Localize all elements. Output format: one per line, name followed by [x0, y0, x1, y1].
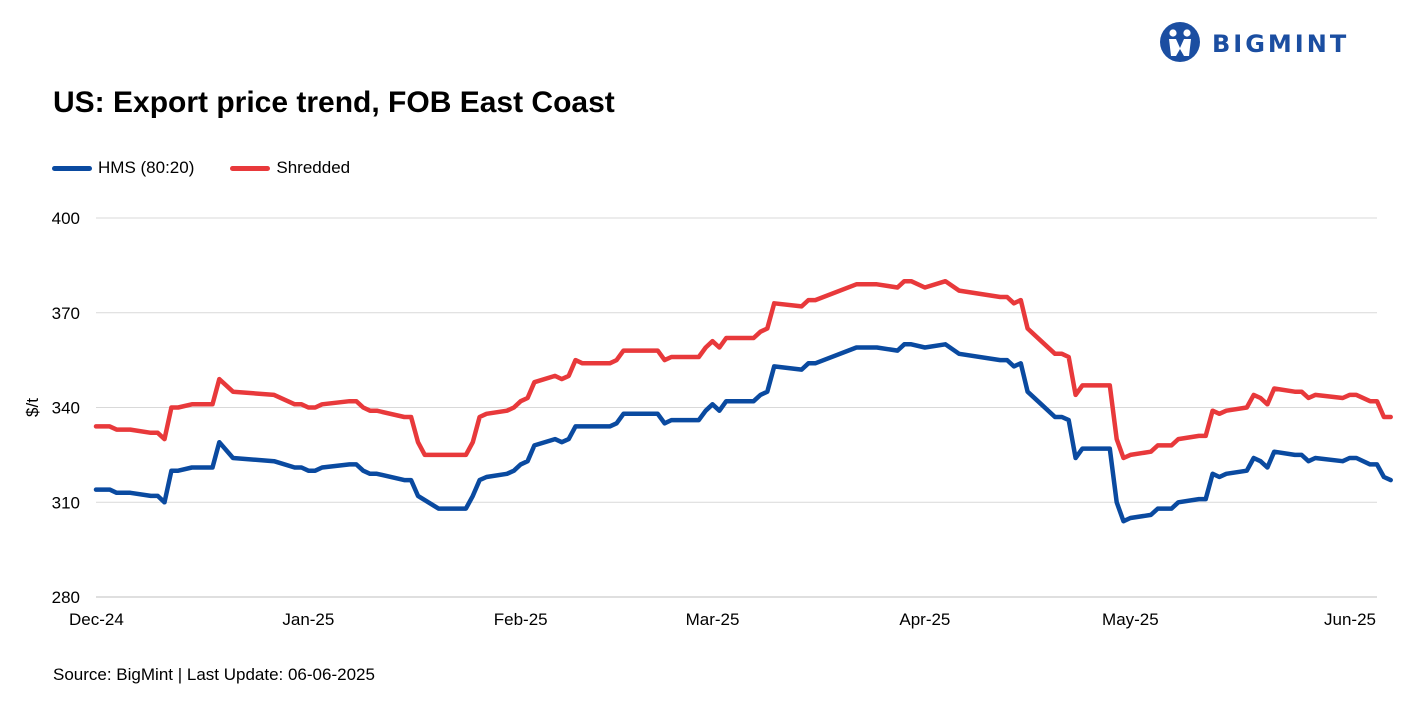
x-tick-label: May-25: [1102, 610, 1159, 629]
y-tick-label: 310: [52, 493, 80, 512]
y-tick-label: 340: [52, 399, 80, 418]
chart-legend: HMS (80:20) Shredded: [52, 156, 386, 180]
brand-name: BIGMINT: [1212, 30, 1350, 58]
legend-swatch-shredded: [230, 165, 271, 171]
series-line-hms: [93, 342, 1393, 524]
chart-title: US: Export price trend, FOB East Coast: [53, 86, 615, 119]
y-tick-label: 280: [52, 588, 80, 607]
legend-label-shredded: Shredded: [276, 158, 351, 177]
y-axis-label: $/t: [23, 398, 42, 417]
x-tick-label: Dec-24: [69, 610, 124, 629]
legend-item-hms: HMS (80:20): [52, 158, 194, 178]
bigmint-figure-logo-icon: [1160, 22, 1200, 62]
x-tick-label: Mar-25: [686, 610, 740, 629]
source-note: Source: BigMint | Last Update: 06-06-202…: [53, 665, 375, 684]
legend-item-shredded: Shredded: [230, 158, 350, 178]
price-trend-chart: 280 310 340 370 400 Dec-24 Jan-25 Feb-25 Mar-25 A…: [23, 209, 1393, 629]
series-line-shredded: [93, 278, 1393, 461]
y-tick-label: 400: [52, 209, 80, 228]
y-tick-label: 370: [52, 304, 80, 323]
x-tick-label: Feb-25: [494, 610, 548, 629]
x-tick-label: Jan-25: [282, 610, 334, 629]
legend-swatch-hms: [52, 165, 92, 171]
legend-label-hms: HMS (80:20): [98, 158, 195, 177]
bigmint-logo: BIGMINT: [1158, 20, 1390, 64]
x-tick-label: Jun-25: [1324, 610, 1376, 629]
x-tick-label: Apr-25: [899, 610, 950, 629]
